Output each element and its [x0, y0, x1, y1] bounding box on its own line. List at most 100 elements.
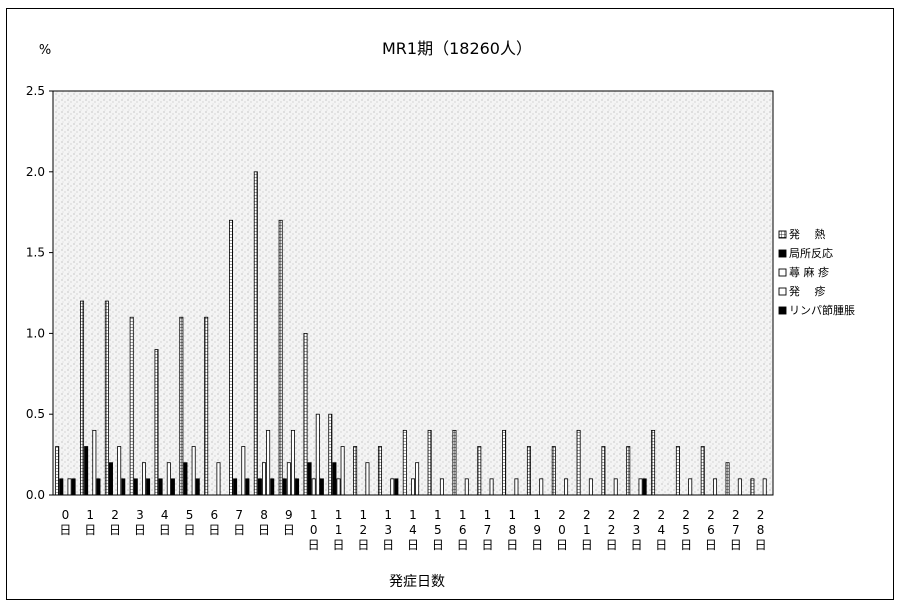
bar	[84, 446, 89, 496]
bar	[336, 478, 341, 496]
bar	[71, 478, 76, 496]
bar	[410, 478, 415, 496]
legend-label: 発 熱	[789, 227, 826, 241]
bar	[270, 478, 275, 496]
bar	[526, 446, 531, 496]
bar	[365, 462, 370, 496]
bar	[233, 478, 238, 496]
plot-area	[52, 90, 774, 496]
y-axis-label: %	[39, 43, 51, 58]
bar-group	[154, 349, 175, 496]
bar	[55, 446, 60, 496]
bar	[315, 413, 320, 496]
bar	[551, 446, 556, 496]
bar	[133, 478, 138, 496]
bar	[59, 478, 64, 496]
bar	[307, 462, 312, 496]
y-axis: 0.0 0.5 1.0 1.5 2.0 2.5	[26, 84, 54, 502]
bar	[514, 478, 519, 496]
bar	[216, 462, 221, 496]
chart-frame: MR1期（18260人） % 発症日数 0.0 0.5 1.0 1.5 2.0 2.5 0…	[6, 8, 894, 600]
bar	[67, 478, 72, 496]
legend-swatch	[778, 306, 787, 315]
y-tick-label: 1.5	[26, 246, 45, 260]
bar	[564, 478, 569, 496]
legend-label: 発 疹	[789, 284, 826, 298]
bar	[282, 478, 287, 496]
bar	[328, 413, 333, 496]
bar	[651, 429, 656, 496]
bar-group	[626, 446, 647, 496]
legend-item: 発 熱	[778, 227, 826, 241]
bar	[613, 478, 618, 496]
legend-swatch	[778, 249, 787, 258]
bar	[117, 446, 122, 496]
bar	[303, 332, 308, 496]
bar	[502, 429, 507, 496]
bar	[439, 478, 444, 496]
bar	[96, 478, 101, 496]
bar	[319, 478, 324, 496]
y-tick-label: 1.0	[26, 326, 45, 340]
bar	[154, 349, 159, 496]
bar	[427, 429, 432, 496]
bar	[402, 429, 407, 496]
bar	[688, 478, 693, 496]
y-tick-label: 2.5	[26, 84, 45, 98]
legend-swatch	[778, 230, 787, 239]
bar	[245, 478, 250, 496]
bar	[377, 446, 382, 496]
bar	[108, 462, 113, 496]
bar	[179, 316, 184, 496]
bar	[394, 478, 399, 496]
bar	[713, 478, 718, 496]
x-axis-label: 発症日数	[389, 574, 445, 590]
bar	[191, 446, 196, 496]
bar	[332, 462, 337, 496]
bar	[290, 429, 295, 496]
bar	[295, 478, 300, 496]
bar	[750, 478, 755, 496]
bar	[588, 478, 593, 496]
bar	[266, 429, 271, 496]
bar	[626, 446, 631, 496]
bar	[340, 446, 345, 496]
bar	[477, 446, 482, 496]
bar	[241, 446, 246, 496]
chart-svg: MR1期（18260人） % 発症日数 0.0 0.5 1.0 1.5 2.0 2.5 0…	[26, 39, 883, 590]
bar	[80, 300, 85, 496]
bar	[278, 219, 283, 496]
bar	[146, 478, 151, 496]
bar	[195, 478, 200, 496]
y-tick-label: 0.0	[26, 488, 45, 502]
bar	[539, 478, 544, 496]
legend-swatch	[778, 287, 787, 296]
bar	[170, 478, 175, 496]
bar	[311, 478, 316, 496]
bar	[638, 478, 643, 496]
bar	[129, 316, 134, 496]
bar	[601, 446, 606, 496]
bar	[257, 478, 262, 496]
bar	[489, 478, 494, 496]
bar-group	[651, 429, 656, 496]
